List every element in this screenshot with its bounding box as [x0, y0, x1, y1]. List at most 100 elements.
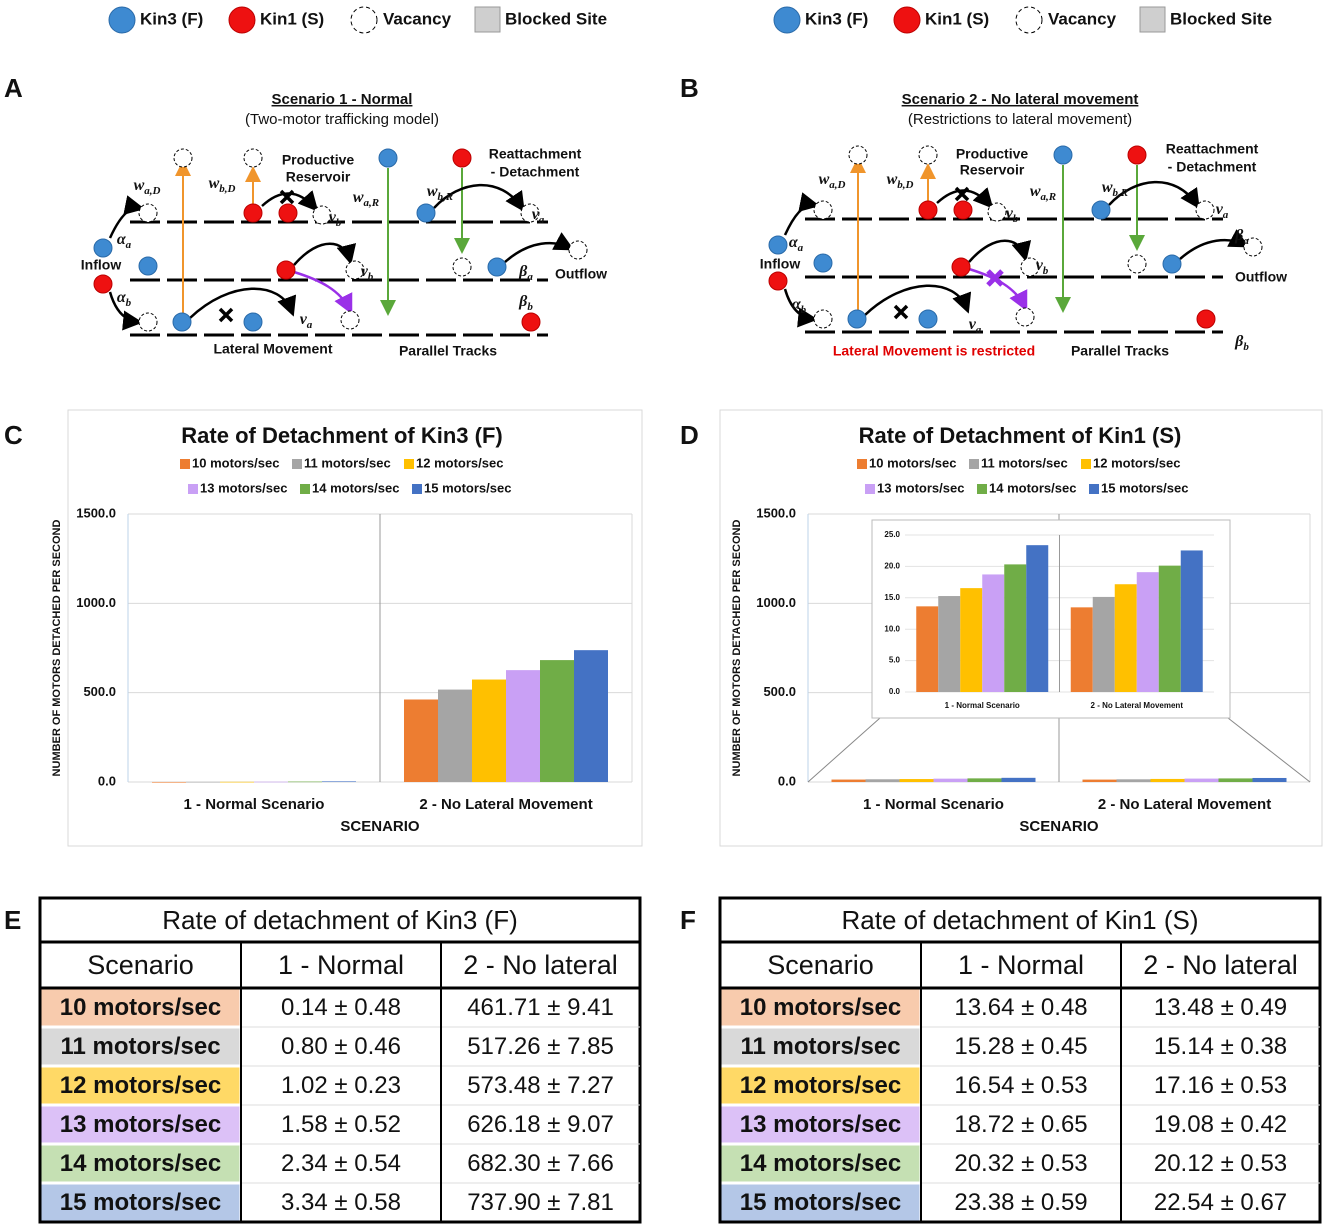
math-symbol: w: [1102, 179, 1113, 196]
math-subscript: a,R: [364, 197, 380, 209]
y-tick-label: 500.0: [83, 684, 116, 699]
kin1-motor: [93, 274, 113, 294]
diagram-math-label: αb: [792, 296, 807, 316]
diagram: [93, 148, 588, 337]
vacancy: [813, 200, 833, 220]
legend-label: 11 motors/sec: [304, 455, 391, 470]
vacancy: [918, 145, 938, 165]
diagram-math-label: vb: [1036, 257, 1049, 277]
row-label: 12 motors/sec: [740, 1072, 901, 1099]
diagram-subtitle: (Two-motor trafficking model): [245, 111, 439, 128]
kin3-motor: [768, 235, 788, 255]
legend-label: 13 motors/sec: [877, 480, 964, 495]
kin3-motor: [1162, 254, 1182, 274]
row-label: 10 motors/sec: [740, 994, 901, 1021]
row-label-cell: [721, 1067, 920, 1104]
bar: [831, 779, 866, 782]
math-subscript: b,D: [897, 179, 913, 191]
legend-label: 12 motors/sec: [416, 455, 503, 470]
diagram-math-label: wa,D: [819, 171, 846, 191]
inset-y-tick-label: 0.0: [889, 687, 901, 696]
inset-y-tick-label: 25.0: [884, 530, 900, 539]
table-cell: 626.18 ± 9.07: [467, 1111, 614, 1138]
legend-label: 13 motors/sec: [200, 480, 287, 495]
kin3-motor: [1053, 145, 1073, 165]
inset-bar: [938, 596, 961, 692]
vacancy: [452, 257, 472, 277]
math-symbol: v: [329, 209, 337, 226]
legend-label: 14 motors/sec: [312, 480, 399, 495]
diagram-math-label: βb: [518, 293, 533, 313]
diagram-label: Inflow: [760, 256, 801, 272]
arrow: [108, 291, 143, 331]
bar: [288, 781, 322, 783]
math-symbol: α: [117, 231, 127, 248]
table-cell: 15.28 ± 0.45: [954, 1033, 1087, 1060]
math-subscript: a: [798, 242, 804, 254]
x-axis-title: SCENARIO: [340, 818, 420, 835]
row-label-cell: [41, 1145, 240, 1182]
kin1-motor: [278, 203, 298, 223]
inset-bar: [1092, 596, 1115, 692]
diagram-math-label: βa: [1234, 227, 1249, 247]
math-symbol: w: [819, 171, 830, 188]
legend-icon: [1139, 6, 1166, 33]
math-subscript: b: [801, 304, 807, 316]
inset-y-tick-label: 20.0: [884, 562, 900, 571]
math-symbol: w: [887, 171, 898, 188]
diagram-label: Reattachment: [1166, 141, 1259, 157]
bar: [574, 650, 608, 782]
diagram-math-label: va: [1216, 201, 1229, 221]
diagram-label: Lateral Movement: [213, 341, 332, 357]
bar: [152, 781, 186, 783]
diagram-label: Productive: [282, 152, 355, 168]
vacancy: [138, 312, 158, 332]
kin3-motor: [416, 203, 436, 223]
diagram-label: Reservoir: [960, 162, 1025, 178]
bar: [1150, 778, 1185, 782]
panel-letter: C: [4, 420, 23, 450]
kin3-motor: [813, 253, 833, 273]
row-label: 15 motors/sec: [60, 1189, 221, 1216]
bar: [186, 781, 220, 783]
x-tick-label: 1 - Normal Scenario: [863, 796, 1004, 813]
diagram: [768, 145, 1263, 334]
row-label: 11 motors/sec: [60, 1033, 220, 1060]
math-symbol: v: [361, 263, 369, 280]
table-cell: 15.14 ± 0.38: [1154, 1033, 1287, 1060]
row-label-cell: [41, 1028, 240, 1065]
diagram-math-label: vb: [361, 263, 374, 283]
math-subscript: a,D: [144, 185, 160, 197]
legend-label: 15 motors/sec: [1101, 480, 1188, 495]
table-cell: 17.16 ± 0.53: [1154, 1072, 1287, 1099]
vacancy: [1015, 307, 1035, 327]
legend-label: Blocked Site: [1170, 9, 1272, 28]
math-subscript: a: [126, 239, 132, 251]
y-axis-title: NUMBER OF MOTORS DETACHED PER SECOND: [51, 520, 63, 777]
legend-swatch: [300, 484, 310, 494]
bar: [865, 779, 900, 782]
vacancy: [138, 203, 158, 223]
diagram-label: Inflow: [81, 257, 122, 273]
arrow: [293, 242, 357, 266]
table-cell: 517.26 ± 7.85: [467, 1033, 614, 1060]
row-label: 14 motors/sec: [60, 1150, 221, 1177]
vacancy: [520, 203, 540, 223]
inset-bar: [1136, 572, 1159, 692]
kin1-motor: [768, 271, 788, 291]
row-label-cell: [721, 1184, 920, 1221]
legend-icon: [773, 6, 801, 34]
math-subscript: b: [336, 217, 342, 229]
diagram-label: Productive: [956, 146, 1029, 162]
diagram-label: Parallel Tracks: [399, 343, 497, 359]
math-symbol: α: [792, 296, 802, 313]
math-subscript: a: [539, 214, 545, 226]
kin1-motor: [1127, 145, 1147, 165]
inset-bar: [1114, 584, 1137, 692]
diagram-label: Outflow: [555, 266, 607, 282]
table-cell: 13.48 ± 0.49: [1154, 994, 1287, 1021]
inset-bar: [1026, 545, 1049, 692]
row-label: 12 motors/sec: [60, 1072, 221, 1099]
kin3-motor: [243, 312, 263, 332]
bar: [1184, 778, 1219, 782]
